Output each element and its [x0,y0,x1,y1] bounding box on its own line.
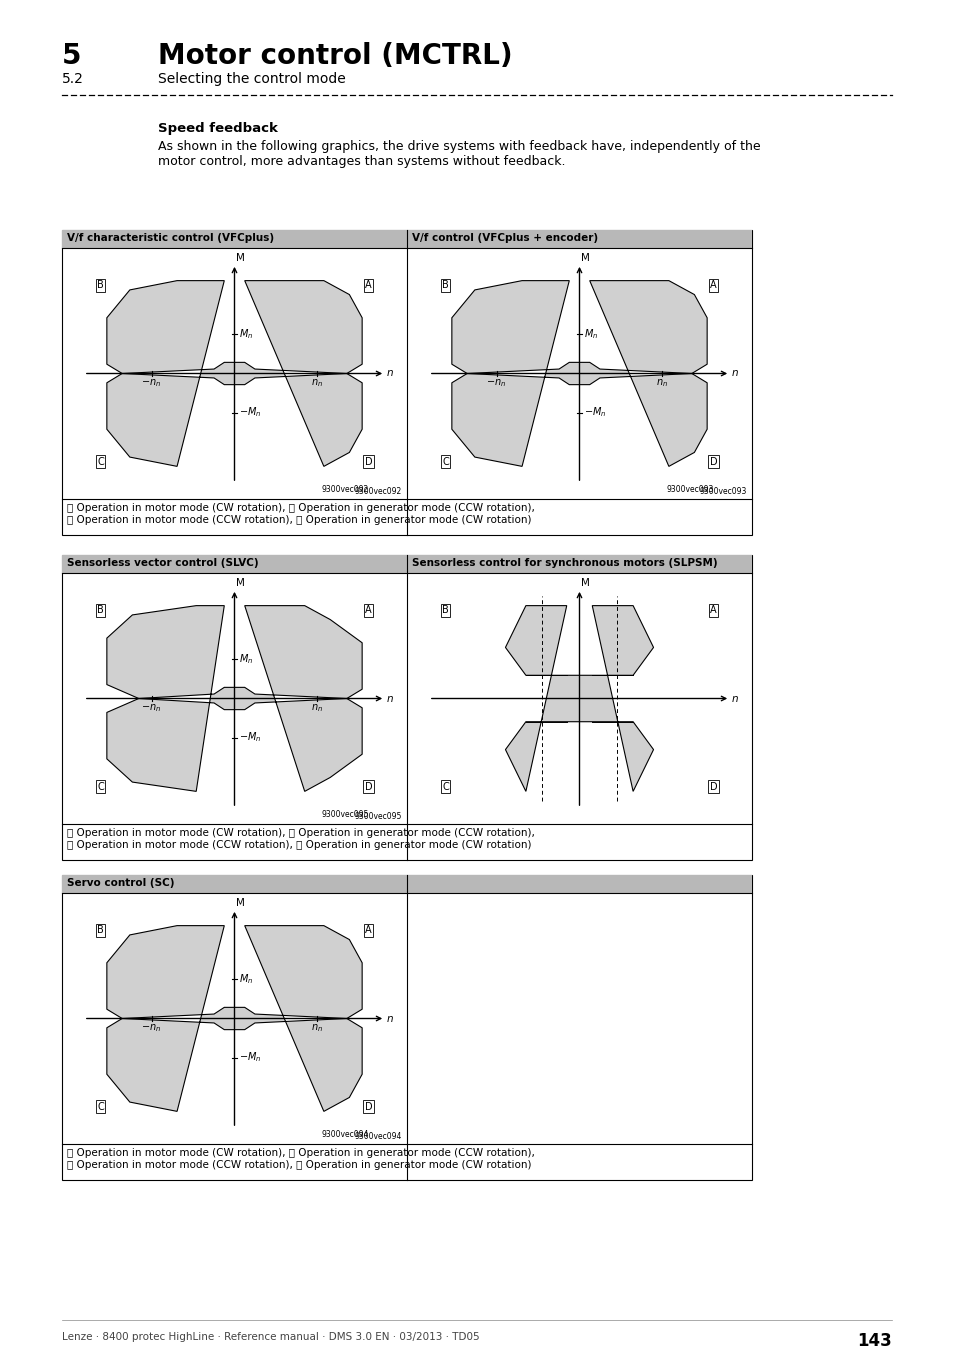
Text: 9300vec092: 9300vec092 [355,487,401,495]
Text: Ⓒ Operation in motor mode (CCW rotation), Ⓓ Operation in generator mode (CW rota: Ⓒ Operation in motor mode (CCW rotation)… [67,514,531,525]
Text: A: A [365,925,372,936]
Text: V/f characteristic control (VFCplus): V/f characteristic control (VFCplus) [67,234,274,243]
Text: C: C [441,456,448,467]
Text: n: n [731,694,738,703]
Bar [62,875,407,892]
Text: $M_n$: $M_n$ [239,328,253,342]
Text: $M_n$: $M_n$ [239,652,253,667]
Text: D: D [364,782,372,791]
Text: Ⓐ Operation in motor mode (CW rotation), Ⓑ Operation in generator mode (CCW rota: Ⓐ Operation in motor mode (CW rotation),… [67,828,535,838]
Text: M: M [581,252,590,263]
Text: n: n [387,1014,394,1023]
Text: Motor control (MCTRL): Motor control (MCTRL) [158,42,512,70]
Bar [62,230,407,248]
Text: 5: 5 [62,42,81,70]
Text: C: C [97,1102,104,1112]
Text: C: C [97,782,104,791]
Text: $-M_n$: $-M_n$ [584,405,606,420]
FancyBboxPatch shape [62,230,751,535]
Text: M: M [236,898,245,909]
Text: D: D [364,1102,372,1112]
Text: 9300vec093: 9300vec093 [699,487,746,495]
Text: V/f control (VFCplus + encoder): V/f control (VFCplus + encoder) [412,234,598,243]
Text: 5.2: 5.2 [62,72,84,86]
Text: A: A [709,281,716,290]
Text: A: A [365,281,372,290]
Text: Ⓐ Operation in motor mode (CW rotation), Ⓑ Operation in generator mode (CCW rota: Ⓐ Operation in motor mode (CW rotation),… [67,504,535,513]
Text: Speed feedback: Speed feedback [158,122,277,135]
Text: B: B [441,281,448,290]
Text: A: A [709,605,716,616]
Text: n: n [387,694,394,703]
Text: Sensorless vector control (SLVC): Sensorless vector control (SLVC) [67,558,258,568]
Text: C: C [441,782,448,791]
Text: M: M [236,252,245,263]
Polygon shape [505,606,653,791]
Text: D: D [709,782,717,791]
Text: $-M_n$: $-M_n$ [239,1050,262,1064]
Text: B: B [97,281,104,290]
Text: 9300vec095: 9300vec095 [321,810,368,819]
Bar [62,555,407,572]
Text: n: n [731,369,738,378]
Text: D: D [364,456,372,467]
Text: C: C [97,456,104,467]
Text: 9300vec095: 9300vec095 [355,811,401,821]
Text: motor control, more advantages than systems without feedback.: motor control, more advantages than syst… [158,155,565,167]
Text: $n_n$: $n_n$ [311,1022,323,1034]
Text: Lenze · 8400 protec HighLine · Reference manual · DMS 3.0 EN · 03/2013 · TD05: Lenze · 8400 protec HighLine · Reference… [62,1332,479,1342]
Text: B: B [97,925,104,936]
Text: B: B [441,605,448,616]
Text: Selecting the control mode: Selecting the control mode [158,72,345,86]
Polygon shape [107,606,362,791]
Text: Ⓒ Operation in motor mode (CCW rotation), Ⓓ Operation in generator mode (CW rota: Ⓒ Operation in motor mode (CCW rotation)… [67,840,531,850]
Text: $-M_n$: $-M_n$ [239,405,262,420]
Polygon shape [107,281,362,466]
FancyBboxPatch shape [62,555,751,860]
Text: 9300vec094: 9300vec094 [321,1130,368,1139]
Text: $-M_n$: $-M_n$ [239,730,262,744]
Text: $-n_n$: $-n_n$ [486,378,506,389]
Text: 9300vec094: 9300vec094 [355,1133,401,1141]
Bar [407,555,751,572]
Bar [407,875,751,892]
Text: B: B [97,605,104,616]
Text: $-n_n$: $-n_n$ [141,702,161,714]
Polygon shape [107,926,362,1111]
FancyBboxPatch shape [62,875,751,1180]
Text: Sensorless control for synchronous motors (SLPSM): Sensorless control for synchronous motor… [412,558,717,568]
Text: A: A [365,605,372,616]
Text: M: M [581,578,590,587]
Text: Ⓐ Operation in motor mode (CW rotation), Ⓑ Operation in generator mode (CCW rota: Ⓐ Operation in motor mode (CW rotation),… [67,1148,535,1158]
Text: D: D [709,456,717,467]
Text: $-n_n$: $-n_n$ [141,1022,161,1034]
Text: 9300vec092: 9300vec092 [321,485,368,494]
Text: $M_n$: $M_n$ [584,328,598,342]
Text: As shown in the following graphics, the drive systems with feedback have, indepe: As shown in the following graphics, the … [158,140,760,153]
Text: Ⓒ Operation in motor mode (CCW rotation), Ⓓ Operation in generator mode (CW rota: Ⓒ Operation in motor mode (CCW rotation)… [67,1160,531,1170]
Text: M: M [236,578,245,587]
Text: n: n [387,369,394,378]
Bar [407,230,751,248]
Text: 143: 143 [857,1332,891,1350]
Text: 9300vec093: 9300vec093 [665,485,713,494]
Text: $n_n$: $n_n$ [311,378,323,389]
Text: Servo control (SC): Servo control (SC) [67,878,174,888]
Text: $-n_n$: $-n_n$ [141,378,161,389]
Polygon shape [452,281,706,466]
Text: $n_n$: $n_n$ [311,702,323,714]
Text: $M_n$: $M_n$ [239,972,253,987]
Text: $n_n$: $n_n$ [656,378,668,389]
